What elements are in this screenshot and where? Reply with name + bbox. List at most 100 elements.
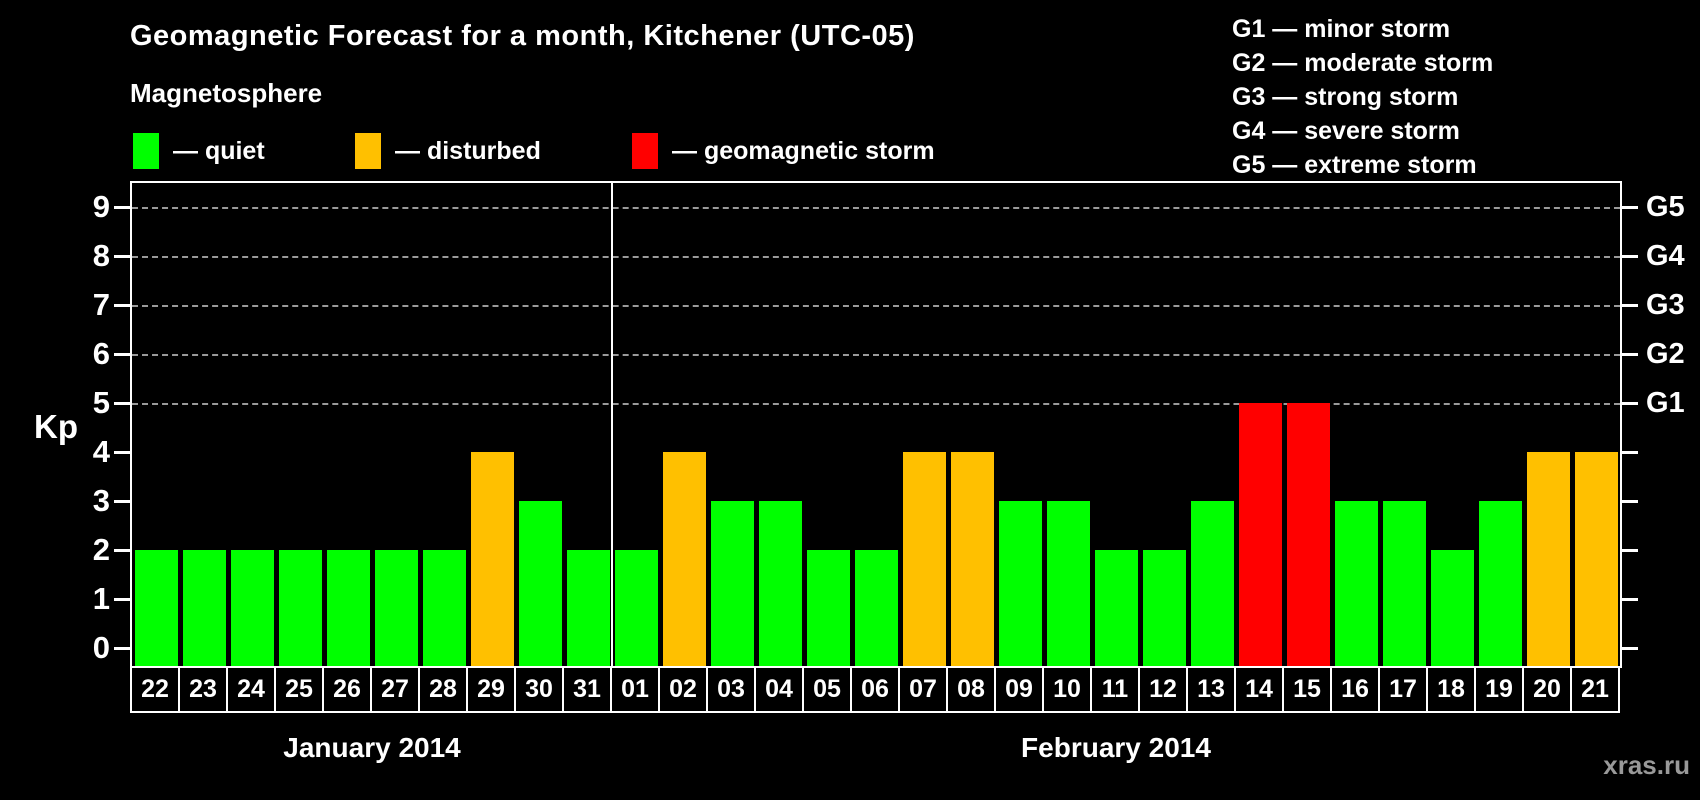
day-label: 29	[466, 666, 516, 713]
gridline-kp6	[132, 354, 1620, 356]
y-tick-label: 0	[92, 630, 110, 665]
g-legend-item-g4: G4 — severe storm	[1232, 117, 1460, 145]
day-label: 10	[1042, 666, 1092, 713]
day-label: 21	[1570, 666, 1620, 713]
kp-bar-february-03	[710, 501, 754, 666]
y-tick-label: 6	[92, 336, 110, 371]
day-label: 17	[1378, 666, 1428, 713]
day-label: 26	[322, 666, 372, 713]
day-label: 27	[370, 666, 420, 713]
day-label: 22	[130, 666, 180, 713]
watermark: xras.ru	[1603, 750, 1690, 780]
legend-label-storm: — geomagnetic storm	[672, 136, 935, 165]
kp-bar-january-22	[134, 550, 178, 666]
day-label: 02	[658, 666, 708, 713]
kp-bar-february-07	[902, 452, 946, 666]
day-label: 19	[1474, 666, 1524, 713]
day-label: 18	[1426, 666, 1476, 713]
legend-label-quiet: — quiet	[173, 136, 265, 165]
day-label: 07	[898, 666, 948, 713]
day-label: 09	[994, 666, 1044, 713]
y-tick	[114, 499, 130, 503]
y-tick	[114, 646, 130, 650]
right-tick	[1622, 597, 1638, 601]
g-legend-item-g1: G1 — minor storm	[1232, 15, 1451, 43]
legend-item-disturbed: — disturbed	[355, 132, 541, 170]
kp-bar-february-09	[998, 501, 1042, 666]
kp-bar-january-24	[230, 550, 274, 666]
day-label: 06	[850, 666, 900, 713]
legend-label-disturbed: — disturbed	[395, 136, 541, 165]
kp-bar-february-01	[614, 550, 658, 666]
day-label: 03	[706, 666, 756, 713]
disturbed-swatch	[355, 133, 381, 169]
kp-bar-february-16	[1334, 501, 1378, 666]
kp-bar-february-10	[1046, 501, 1090, 666]
kp-bar-january-30	[518, 501, 562, 666]
day-label: 23	[178, 666, 228, 713]
month-label-february: February 2014	[1021, 732, 1211, 763]
day-label: 05	[802, 666, 852, 713]
day-label: 28	[418, 666, 468, 713]
day-label: 08	[946, 666, 996, 713]
day-label: 13	[1186, 666, 1236, 713]
right-tick	[1622, 352, 1638, 356]
day-label: 14	[1234, 666, 1284, 713]
kp-bar-february-17	[1382, 501, 1426, 666]
kp-bar-january-26	[326, 550, 370, 666]
gridline-kp5	[132, 403, 1620, 405]
kp-bar-february-05	[806, 550, 850, 666]
plot-area	[130, 181, 1622, 668]
quiet-swatch	[133, 133, 159, 169]
gridline-kp7	[132, 305, 1620, 307]
kp-bar-february-20	[1526, 452, 1570, 666]
y-tick	[114, 303, 130, 307]
right-tick	[1622, 254, 1638, 258]
legend-item-quiet: — quiet	[133, 132, 265, 170]
kp-bar-january-25	[278, 550, 322, 666]
g-legend-item-g2: G2 — moderate storm	[1232, 49, 1494, 77]
right-tick	[1622, 548, 1638, 552]
kp-bar-january-28	[422, 550, 466, 666]
day-label: 12	[1138, 666, 1188, 713]
day-label: 25	[274, 666, 324, 713]
y-tick-label: 3	[92, 483, 110, 518]
kp-bar-february-21	[1574, 452, 1618, 666]
right-tick	[1622, 303, 1638, 307]
g-legend-item-g3: G3 — strong storm	[1232, 83, 1459, 111]
y-tick	[114, 352, 130, 356]
legend-item-storm: — geomagnetic storm	[632, 132, 935, 170]
day-label: 31	[562, 666, 612, 713]
g-tick-label-g1: G1	[1646, 387, 1685, 419]
day-label: 04	[754, 666, 804, 713]
gridline-kp9	[132, 207, 1620, 209]
day-label: 16	[1330, 666, 1380, 713]
right-tick	[1622, 401, 1638, 405]
kp-bar-february-02	[662, 452, 706, 666]
kp-bar-january-23	[182, 550, 226, 666]
kp-bar-january-27	[374, 550, 418, 666]
day-label: 11	[1090, 666, 1140, 713]
day-label: 20	[1522, 666, 1572, 713]
kp-bar-february-12	[1142, 550, 1186, 666]
y-tick	[114, 450, 130, 454]
day-label: 24	[226, 666, 276, 713]
g-tick-label-g2: G2	[1646, 338, 1685, 370]
y-tick-label: 2	[92, 532, 110, 567]
gridline-kp8	[132, 256, 1620, 258]
y-axis-label-kp: Kp	[34, 408, 78, 445]
y-tick	[114, 401, 130, 405]
kp-bar-february-15	[1286, 403, 1330, 666]
kp-bar-january-29	[470, 452, 514, 666]
day-label: 30	[514, 666, 564, 713]
month-label-january: January 2014	[283, 732, 461, 763]
g-legend-item-g5: G5 — extreme storm	[1232, 151, 1477, 179]
y-tick-label: 8	[92, 238, 110, 273]
g-scale-legend: G1 — minor storm G2 — moderate storm G3 …	[1232, 12, 1493, 182]
kp-bar-february-11	[1094, 550, 1138, 666]
kp-bar-february-13	[1190, 501, 1234, 666]
right-tick	[1622, 205, 1638, 209]
y-tick-label: 9	[92, 189, 110, 224]
magnetosphere-label: Magnetosphere	[130, 78, 323, 108]
